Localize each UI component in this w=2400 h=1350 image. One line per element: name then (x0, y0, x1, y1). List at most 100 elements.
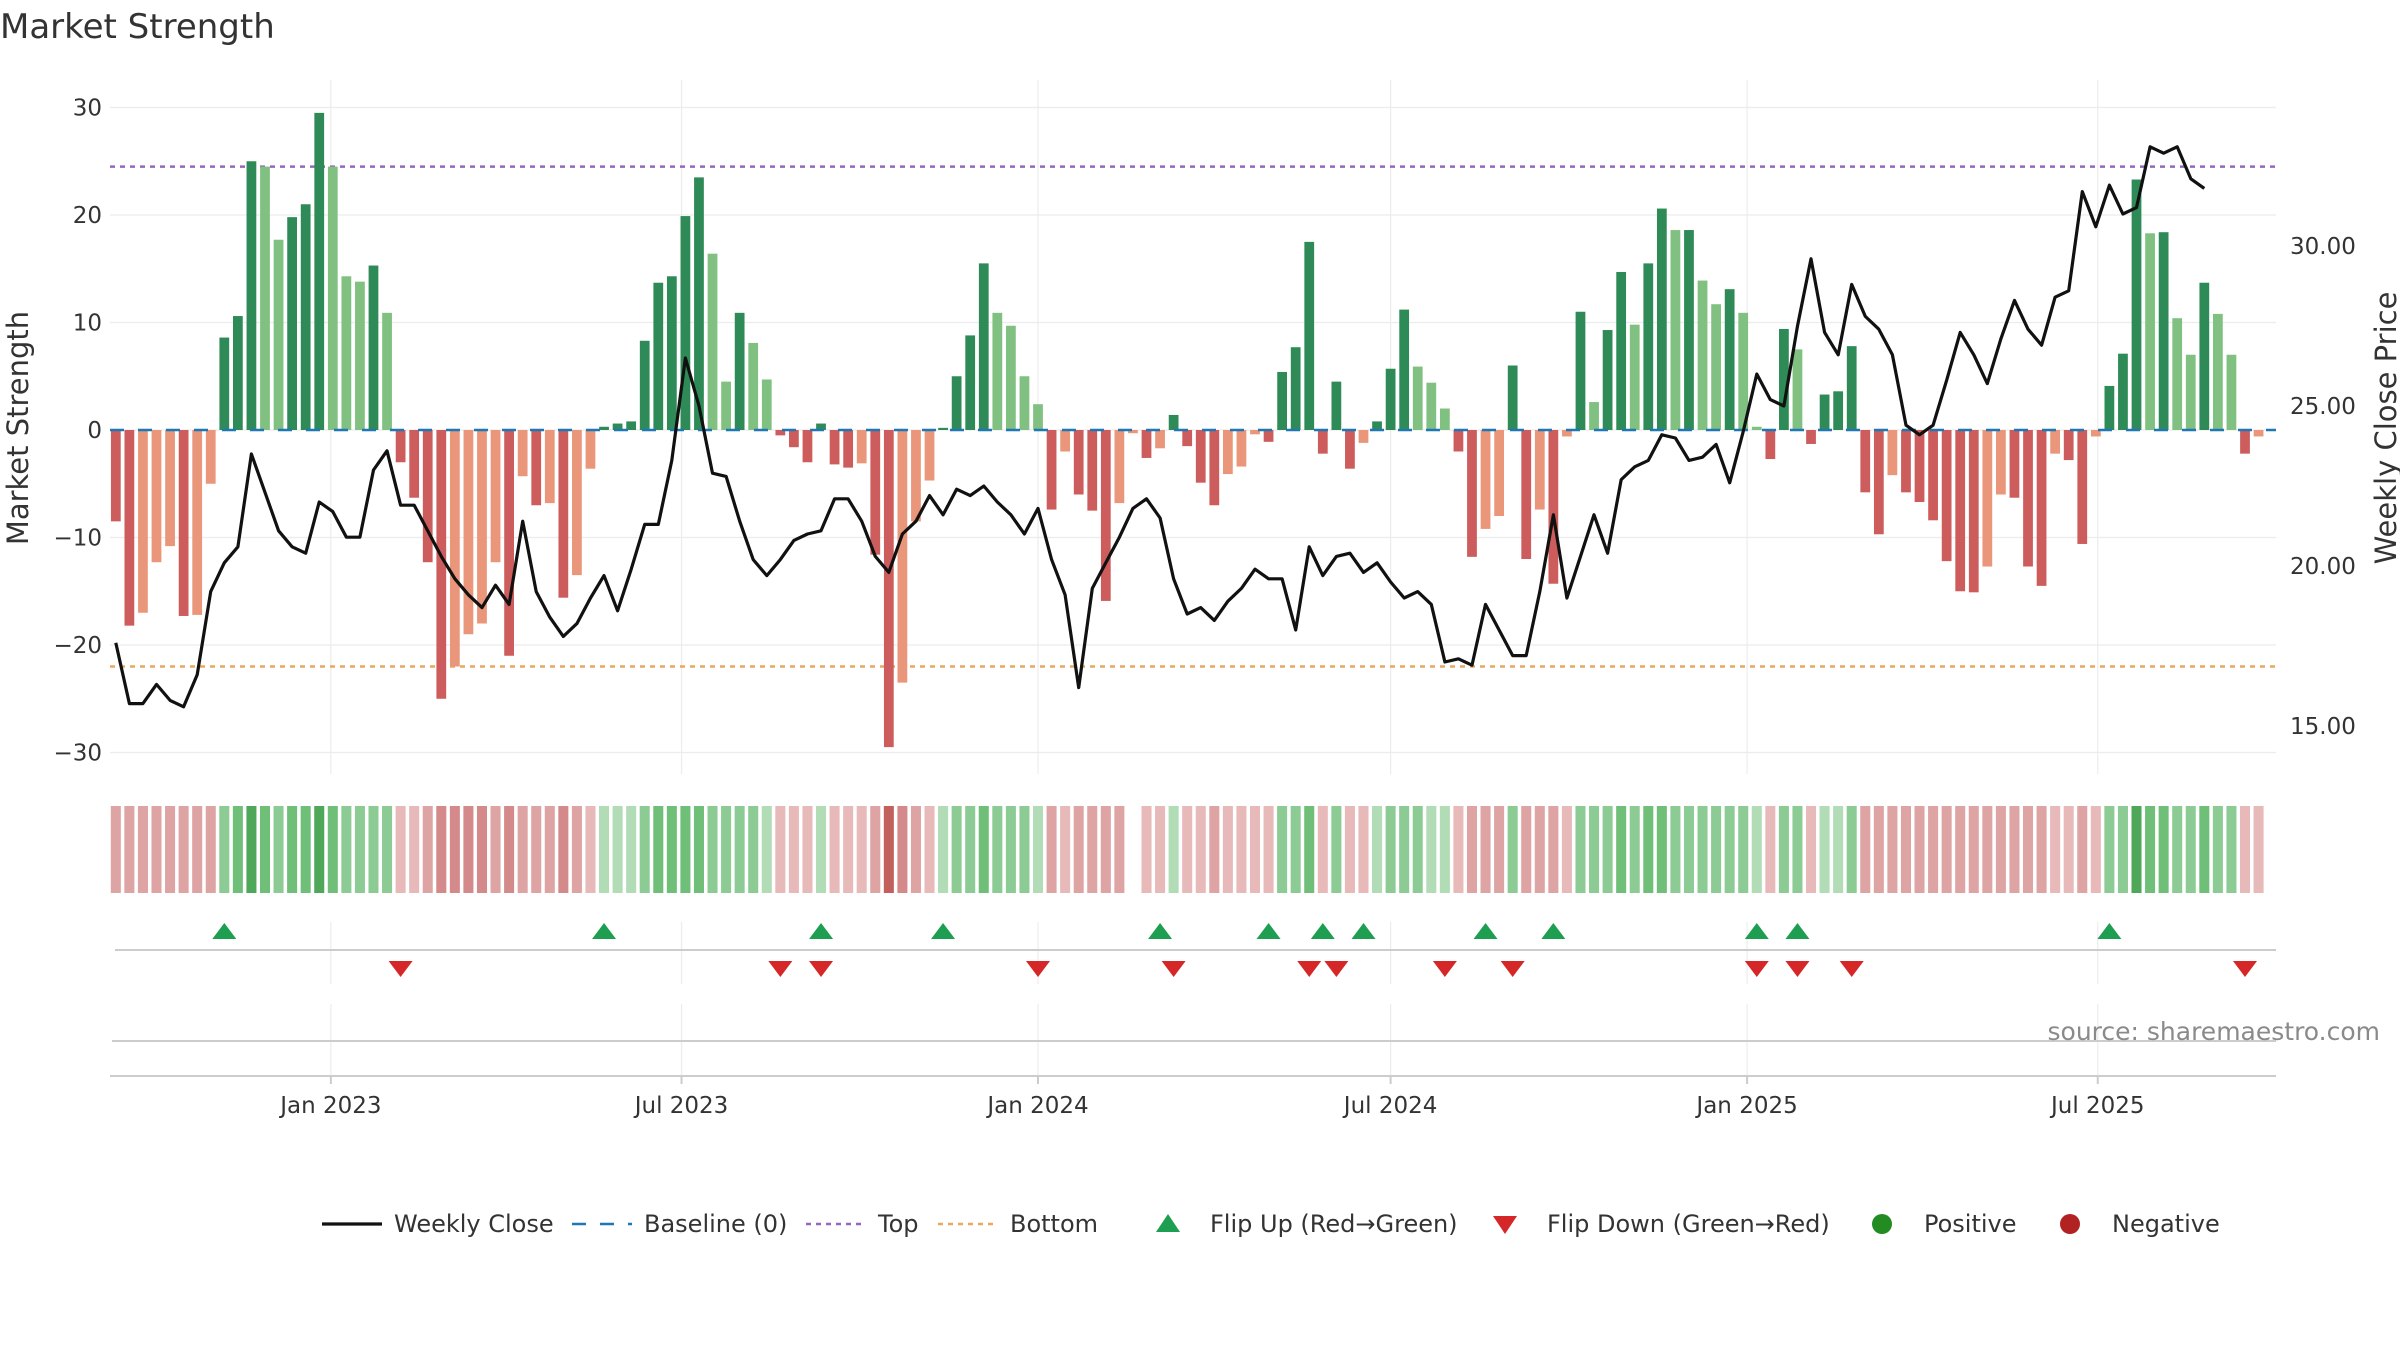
strength-bar (2131, 179, 2142, 430)
regime-cell (2212, 806, 2223, 893)
regime-cell (1724, 806, 1735, 893)
regime-cell (1873, 806, 1884, 893)
regime-cell (1900, 806, 1911, 893)
flip-up-marker (2097, 923, 2122, 939)
strength-bar (1914, 430, 1925, 503)
regime-cell (1670, 806, 1681, 893)
regime-cell (829, 806, 840, 893)
regime-cell (1182, 806, 1193, 893)
strength-bar (1629, 324, 1640, 430)
flip-down-marker (1785, 961, 1810, 977)
x-tick-label: Jul 2023 (633, 1093, 729, 1119)
regime-cell (883, 806, 894, 893)
strength-bar (2145, 233, 2155, 430)
strength-bar (314, 112, 325, 430)
regime-cell (165, 806, 176, 893)
strength-bar (110, 430, 121, 522)
strength-bar (572, 430, 582, 576)
regime-cell (1480, 806, 1491, 893)
legend-item-line: Weekly Close (322, 1210, 554, 1238)
regime-cell (1751, 806, 1762, 893)
regime-cell (612, 806, 623, 893)
strength-bar (761, 379, 772, 430)
strength-bar (1996, 430, 2006, 495)
regime-cell (1561, 806, 1572, 893)
strength-bar (490, 430, 501, 563)
strength-bar (1209, 430, 1220, 506)
strength-bar (1128, 430, 1138, 434)
legend-item-flip_up: Flip Up (Red→Green) (1156, 1210, 1458, 1238)
regime-cell (2090, 806, 2101, 893)
flip-up-marker (1785, 923, 1810, 939)
reference-lines (110, 165, 2276, 668)
strength-bar (1711, 304, 1721, 430)
strength-bar (1860, 430, 1871, 493)
strength-bar (219, 337, 230, 430)
strength-bar (2090, 430, 2101, 437)
legend-label: Flip Up (Red→Green) (1210, 1210, 1458, 1238)
strength-bar (1060, 430, 1071, 452)
regime-cell (300, 806, 311, 893)
regime-cell (110, 806, 121, 893)
strength-bar (1250, 430, 1260, 435)
regime-cell (626, 806, 637, 893)
regime-cell (504, 806, 515, 893)
strength-bar (1751, 426, 1762, 430)
regime-cell (721, 806, 732, 893)
strength-bar (138, 430, 148, 613)
strength-bar (2240, 430, 2250, 454)
strength-bar (1263, 430, 1274, 442)
strength-bar (639, 340, 650, 430)
regime-cell (2063, 806, 2074, 893)
regime-cell (409, 806, 420, 893)
strength-bar (897, 430, 908, 683)
strength-bar (2009, 430, 2020, 498)
flip-markers (112, 923, 2276, 1042)
strength-bar (1494, 430, 1504, 516)
regime-cell (151, 806, 162, 893)
strength-bar (1331, 381, 1342, 430)
regime-cell (1114, 806, 1125, 893)
regime-cell (1290, 806, 1301, 893)
strength-bar (232, 316, 243, 430)
regime-cell (1222, 806, 1233, 893)
strength-bar (748, 342, 759, 430)
x-axis: Jan 2023 Jul 2023 Jan 2024 Jul 2024 Jan 2025… (110, 1075, 2276, 1119)
flip-down-marker (1026, 961, 1051, 977)
strength-bar (2118, 353, 2128, 430)
strength-bar (802, 430, 813, 463)
regime-cell (1778, 806, 1789, 893)
regime-cell (1317, 806, 1328, 893)
regime-cell (1453, 806, 1464, 893)
y-tick-label-right: 20.00 (2290, 554, 2356, 580)
axes: 30 20 10 0 −10 −20 −30 30.00 25.00 20.00 15.00 (53, 96, 2355, 767)
x-tick-label: Jan 2023 (278, 1093, 381, 1119)
regime-cell (788, 806, 799, 893)
strength-bar (1399, 309, 1410, 430)
regime-cell (1629, 806, 1640, 893)
y-axis-title-left: Market Strength (1, 311, 35, 545)
strength-bar (531, 430, 542, 506)
regime-cell (1032, 806, 1044, 893)
regime-cell (2131, 806, 2142, 893)
legend-swatch-flip-down (1493, 1216, 1517, 1234)
regime-cell (965, 806, 976, 893)
legend-item-bottom: Bottom (938, 1210, 1098, 1238)
regime-cell (1589, 806, 1600, 893)
strength-bar (1616, 271, 1627, 430)
strength-bar (436, 430, 447, 699)
strength-bar (1575, 311, 1586, 430)
strength-bar (544, 430, 555, 504)
regime-cell (327, 806, 338, 893)
regime-cell (1819, 806, 1830, 893)
flip-up-marker (1473, 923, 1498, 939)
regime-cell (273, 806, 284, 893)
strength-bar (951, 376, 962, 430)
regime-cell (802, 806, 813, 893)
strength-bar (1507, 365, 1518, 430)
strength-bar (1589, 402, 1599, 430)
y-tick-label-left: −30 (53, 741, 102, 767)
regime-cell (2104, 806, 2115, 893)
strength-bar (775, 430, 786, 436)
